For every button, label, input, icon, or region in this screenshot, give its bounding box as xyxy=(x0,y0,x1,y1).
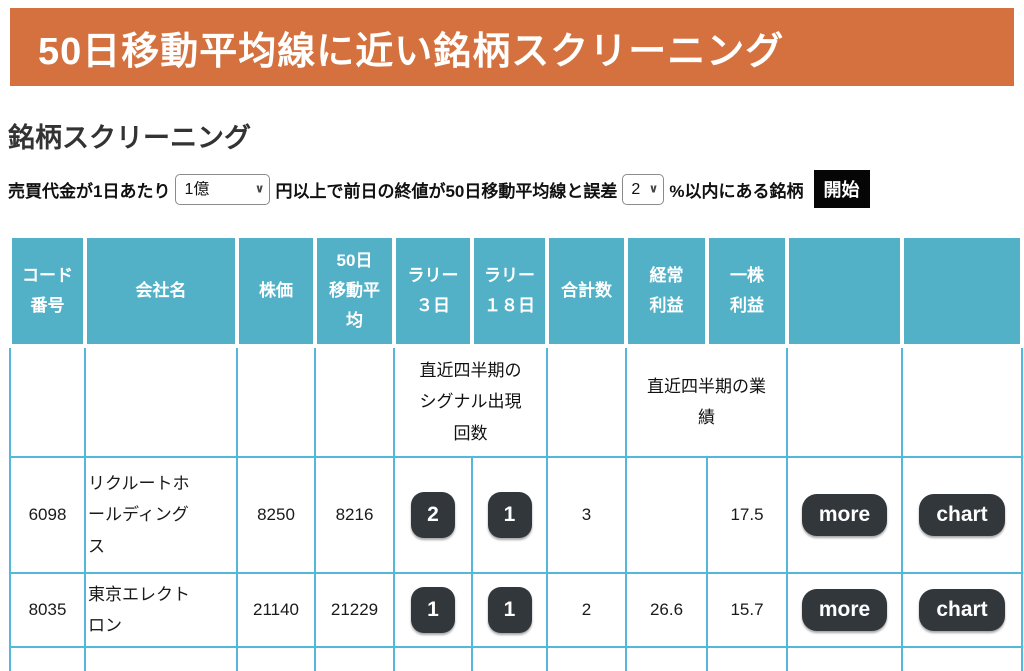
cell-rally3: 2 xyxy=(393,456,473,574)
rally3-count-badge: 2 xyxy=(411,492,455,538)
cell-empty xyxy=(84,646,238,671)
filter-text-middle: 円以上で前日の終値が50日移動平均線と誤差 xyxy=(275,181,618,201)
cell-company-name: 東京エレクト ロン xyxy=(84,572,238,648)
cell-ordinary-profit xyxy=(625,456,708,574)
cell-ma50: 21229 xyxy=(314,572,395,648)
cell-chart: chart xyxy=(901,456,1023,574)
cell-empty xyxy=(625,646,708,671)
table-row: 8035 東京エレクト ロン 21140 21229 1 1 2 26.6 15… xyxy=(9,572,1023,648)
chart-button[interactable]: chart xyxy=(919,589,1005,631)
chart-button[interactable]: chart xyxy=(919,494,1005,536)
header-chart-col xyxy=(900,234,1024,348)
cell-empty xyxy=(471,646,548,671)
subheader-empty xyxy=(786,345,903,458)
tolerance-select[interactable]: 2 xyxy=(622,173,665,205)
subheader-empty xyxy=(84,345,238,458)
cell-empty xyxy=(314,646,395,671)
screening-filter-bar: 売買代金が1日あたり 1億 ∨ 円以上で前日の終値が50日移動平均線と誤差 2 … xyxy=(8,170,1024,208)
subheader-signal-count: 直近四半期の シグナル出現 回数 xyxy=(393,345,548,458)
page-title: 50日移動平均線に近い銘柄スクリーニング xyxy=(38,30,785,73)
cell-price: 8250 xyxy=(236,456,316,574)
cell-empty xyxy=(901,646,1023,671)
header-total: 合計数 xyxy=(545,234,628,348)
volume-select-wrap: 1億 ∨ xyxy=(175,173,271,205)
cell-eps: 15.7 xyxy=(706,572,788,648)
table-subheader-row: 直近四半期の シグナル出現 回数 直近四半期の業 績 xyxy=(9,345,1023,458)
cell-empty xyxy=(9,646,86,671)
cell-rally18: 1 xyxy=(471,456,548,574)
start-button[interactable]: 開始 xyxy=(813,170,870,208)
screener-table: コード 番号 会社名 株価 50日 移動平 均 ラリー ３日 ラリー １８日 合… xyxy=(8,234,1024,671)
cell-total: 2 xyxy=(546,572,627,648)
cell-company-name: リクルートホ ールディング ス xyxy=(84,456,238,574)
subheader-empty xyxy=(236,345,316,458)
tolerance-select-wrap: 2 ∨ xyxy=(622,173,665,205)
header-eps: 一株 利益 xyxy=(705,234,789,348)
cell-total: 3 xyxy=(546,456,627,574)
cell-chart: chart xyxy=(901,572,1023,648)
cell-price: 21140 xyxy=(236,572,316,648)
cell-rally18: 1 xyxy=(471,572,548,648)
subheader-empty xyxy=(901,345,1023,458)
header-rally18: ラリー １８日 xyxy=(470,234,549,348)
header-more-col xyxy=(785,234,904,348)
header-code: コード 番号 xyxy=(8,234,87,348)
volume-select[interactable]: 1億 xyxy=(175,173,271,205)
cell-ma50: 8216 xyxy=(314,456,395,574)
cell-empty xyxy=(236,646,316,671)
cell-more: more xyxy=(786,572,903,648)
rally18-count-badge: 1 xyxy=(487,492,532,538)
filter-text-after: %以内にある銘柄 xyxy=(669,181,804,201)
subheader-empty xyxy=(314,345,395,458)
more-button[interactable]: more xyxy=(801,494,888,536)
cell-code: 6098 xyxy=(9,456,86,574)
subheader-performance: 直近四半期の業 績 xyxy=(625,345,788,458)
cell-ordinary-profit: 26.6 xyxy=(625,572,708,648)
cell-empty xyxy=(393,646,473,671)
header-ma50: 50日 移動平 均 xyxy=(313,234,396,348)
cell-more: more xyxy=(786,456,903,574)
subheader-empty xyxy=(546,345,627,458)
cell-empty xyxy=(706,646,788,671)
section-title: 銘柄スクリーニング xyxy=(8,123,251,153)
page-banner: 50日移動平均線に近い銘柄スクリーニング xyxy=(10,8,1014,86)
cell-empty xyxy=(786,646,903,671)
rally3-count-badge: 1 xyxy=(411,587,455,633)
filter-text-before-volume: 売買代金が1日あたり xyxy=(8,181,171,201)
header-rally3: ラリー ３日 xyxy=(392,234,474,348)
more-button[interactable]: more xyxy=(801,589,888,631)
table-row: 6098 リクルートホ ールディング ス 8250 8216 2 1 3 17.… xyxy=(9,456,1023,574)
cell-empty xyxy=(546,646,627,671)
cell-rally3: 1 xyxy=(393,572,473,648)
table-row-partial xyxy=(9,646,1023,671)
subheader-empty xyxy=(9,345,86,458)
cell-eps: 17.5 xyxy=(706,456,788,574)
rally18-count-badge: 1 xyxy=(487,587,532,633)
header-price: 株価 xyxy=(235,234,317,348)
header-company: 会社名 xyxy=(83,234,239,348)
header-ordinary-profit: 経常 利益 xyxy=(624,234,709,348)
table-header-row: コード 番号 会社名 株価 50日 移動平 均 ラリー ３日 ラリー １８日 合… xyxy=(8,234,1024,348)
cell-code: 8035 xyxy=(9,572,86,648)
